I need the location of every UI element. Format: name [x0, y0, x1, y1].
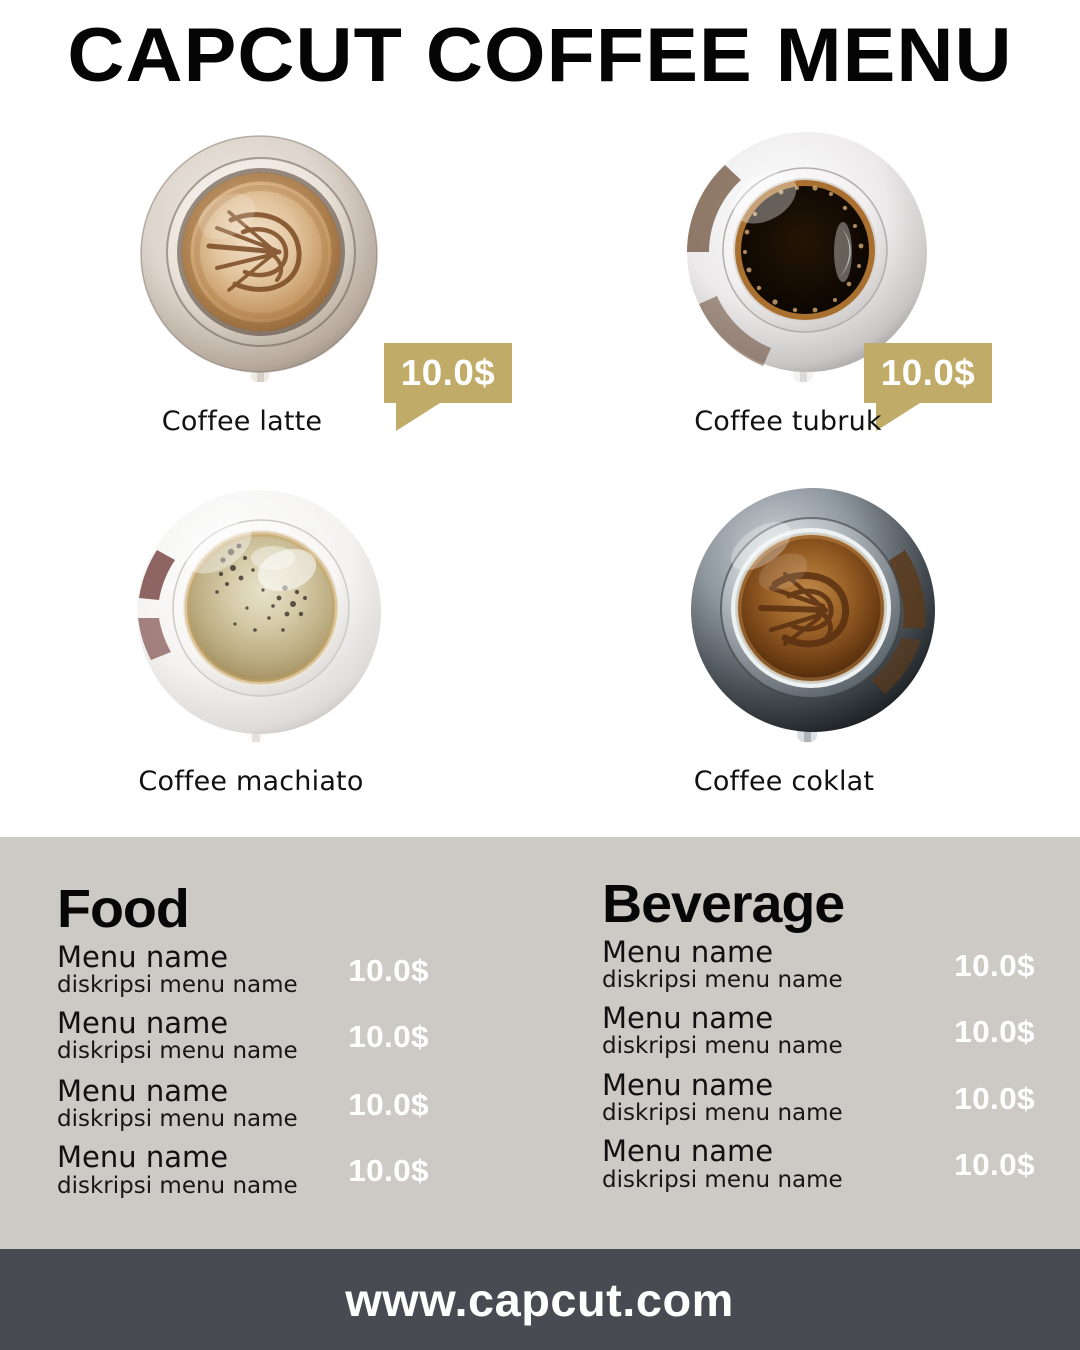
footer-website-url[interactable]: www.capcut.com: [345, 1273, 735, 1326]
menu-row-price: 10.0$: [954, 1146, 1035, 1182]
menu-row-description: diskripsi menu name: [602, 1100, 843, 1127]
menu-column-food: Food Menu name diskripsi menu name 10.0$…: [0, 837, 540, 1208]
menu-row[interactable]: Menu name diskripsi menu name 10.0$: [602, 1068, 1080, 1127]
coffee-item-card[interactable]: 10.0$ Coffee machiato: [0, 488, 540, 1151]
coffee-cup-latte-icon: [139, 128, 389, 386]
menu-column-heading: Beverage: [602, 874, 845, 934]
price-tag-body: [864, 343, 992, 403]
menu-row-description: diskripsi menu name: [57, 972, 298, 999]
menu-column-beverage: Beverage Menu name diskripsi menu name 1…: [540, 837, 1080, 1208]
menu-row[interactable]: Menu name diskripsi menu name 10.0$: [57, 940, 540, 999]
menu-row-name: Menu name: [602, 1068, 774, 1103]
menu-row[interactable]: Menu name diskripsi menu name 10.0$: [57, 1006, 540, 1065]
menu-row-name: Menu name: [602, 1134, 774, 1169]
menu-row-description: diskripsi menu name: [602, 1033, 843, 1060]
menu-row-texts: Menu name diskripsi menu name: [602, 1068, 843, 1127]
menu-row-price: 10.0$: [348, 1152, 429, 1188]
menu-row-price: 10.0$: [348, 1086, 429, 1122]
menu-row-name: Menu name: [602, 935, 774, 969]
coffee-item-label: Coffee coklat: [693, 766, 875, 797]
coffee-item-label: Coffee latte: [161, 406, 323, 437]
menu-rows-food: Menu name diskripsi menu name 10.0$ Menu…: [57, 940, 540, 1199]
page-title: CAPCUT COFFEE MENU: [67, 13, 1013, 98]
menu-panel: Food Menu name diskripsi menu name 10.0$…: [0, 837, 1080, 1249]
price-tag: 10.0$: [384, 343, 512, 431]
menu-row-texts: Menu name diskripsi menu name: [57, 1074, 298, 1133]
price-tag-tail-icon: [396, 403, 440, 431]
menu-rows-beverage: Menu name diskripsi menu name 10.0$ Menu…: [602, 935, 1080, 1193]
menu-row-price: 10.0$: [954, 1013, 1035, 1049]
menu-row-price: 10.0$: [348, 1018, 429, 1054]
price-tag-label: 10.0$: [400, 352, 496, 393]
menu-row-texts: Menu name diskripsi menu name: [602, 935, 843, 994]
menu-row-description: diskripsi menu name: [57, 1172, 298, 1199]
menu-columns: Food Menu name diskripsi menu name 10.0$…: [0, 837, 1080, 1208]
menu-row-texts: Menu name diskripsi menu name: [57, 1006, 298, 1065]
coffee-cup-machiato-icon: [135, 488, 385, 746]
menu-row-price: 10.0$: [954, 1080, 1035, 1116]
menu-row-texts: Menu name diskripsi menu name: [602, 1001, 843, 1060]
price-tag-label: 10.0$: [880, 352, 976, 393]
coffee-item-card[interactable]: 10.0$ Coffee coklat: [540, 488, 1080, 1151]
menu-row[interactable]: Menu name diskripsi menu name 10.0$: [602, 1134, 1080, 1193]
menu-row-description: diskripsi menu name: [602, 1166, 843, 1193]
price-tag-body: [384, 343, 512, 403]
price-tag: 10.0$: [864, 343, 992, 431]
coffee-cup-black-icon: [685, 128, 935, 386]
menu-row-name: Menu name: [57, 1074, 229, 1109]
menu-row-description: diskripsi menu name: [57, 1038, 298, 1065]
menu-row-name: Menu name: [57, 940, 229, 974]
menu-row-texts: Menu name diskripsi menu name: [57, 940, 298, 999]
menu-row-texts: Menu name diskripsi menu name: [57, 1140, 298, 1199]
menu-row[interactable]: Menu name diskripsi menu name 10.0$: [602, 935, 1080, 994]
coffee-cup-chocolate-icon: [689, 488, 939, 746]
coffee-items-grid: 10.0$ Coffee latte: [0, 128, 1080, 1151]
coffee-item-card[interactable]: 10.0$ Coffee latte: [0, 128, 540, 478]
menu-row-description: diskripsi menu name: [602, 967, 843, 994]
menu-row[interactable]: Menu name diskripsi menu name 10.0$: [57, 1074, 540, 1133]
footer-bar: www.capcut.com: [0, 1249, 1080, 1350]
menu-row[interactable]: Menu name diskripsi menu name 10.0$: [602, 1001, 1080, 1060]
menu-column-heading: Food: [57, 879, 190, 939]
menu-row-description: diskripsi menu name: [57, 1106, 298, 1133]
price-tag-tail-icon: [876, 403, 920, 431]
menu-row[interactable]: Menu name diskripsi menu name 10.0$: [57, 1140, 540, 1199]
coffee-item-card[interactable]: 10.0$ Coffee tubruk: [540, 128, 1080, 478]
menu-row-name: Menu name: [602, 1001, 774, 1036]
coffee-item-label: Coffee machiato: [138, 766, 364, 797]
menu-row-price: 10.0$: [954, 947, 1035, 983]
menu-row-name: Menu name: [57, 1006, 229, 1041]
menu-row-price: 10.0$: [348, 952, 429, 988]
menu-row-texts: Menu name diskripsi menu name: [602, 1134, 843, 1193]
coffee-item-label: Coffee tubruk: [694, 406, 882, 437]
menu-row-name: Menu name: [57, 1140, 229, 1175]
